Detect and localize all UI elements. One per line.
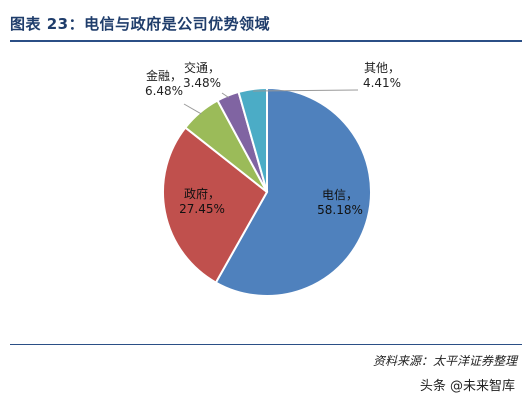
data-label-0: 电信， 58.18% [317,188,363,217]
leader-line-4 [252,89,359,92]
leader-line-3 [221,92,229,98]
watermark: 头条 @未来智库 [415,374,519,395]
leader-line-2 [183,103,202,115]
footer-divider [10,344,522,345]
data-label-3: 交通， 3.48% [183,60,221,90]
data-label-4: 其他， 4.41% [363,61,401,90]
pie-slice-4 [237,86,268,193]
data-label-2: 金融， 6.48% [145,68,183,98]
source-note: 资料来源：太平洋证券整理 [372,354,517,368]
data-label-1: 政府， 27.45% [179,186,225,216]
chart-title: 图表 23：电信与政府是公司优势领域 [10,14,271,33]
pie-slice-1 [162,126,269,284]
title-divider [10,40,522,42]
pie-slice-0 [214,86,372,297]
